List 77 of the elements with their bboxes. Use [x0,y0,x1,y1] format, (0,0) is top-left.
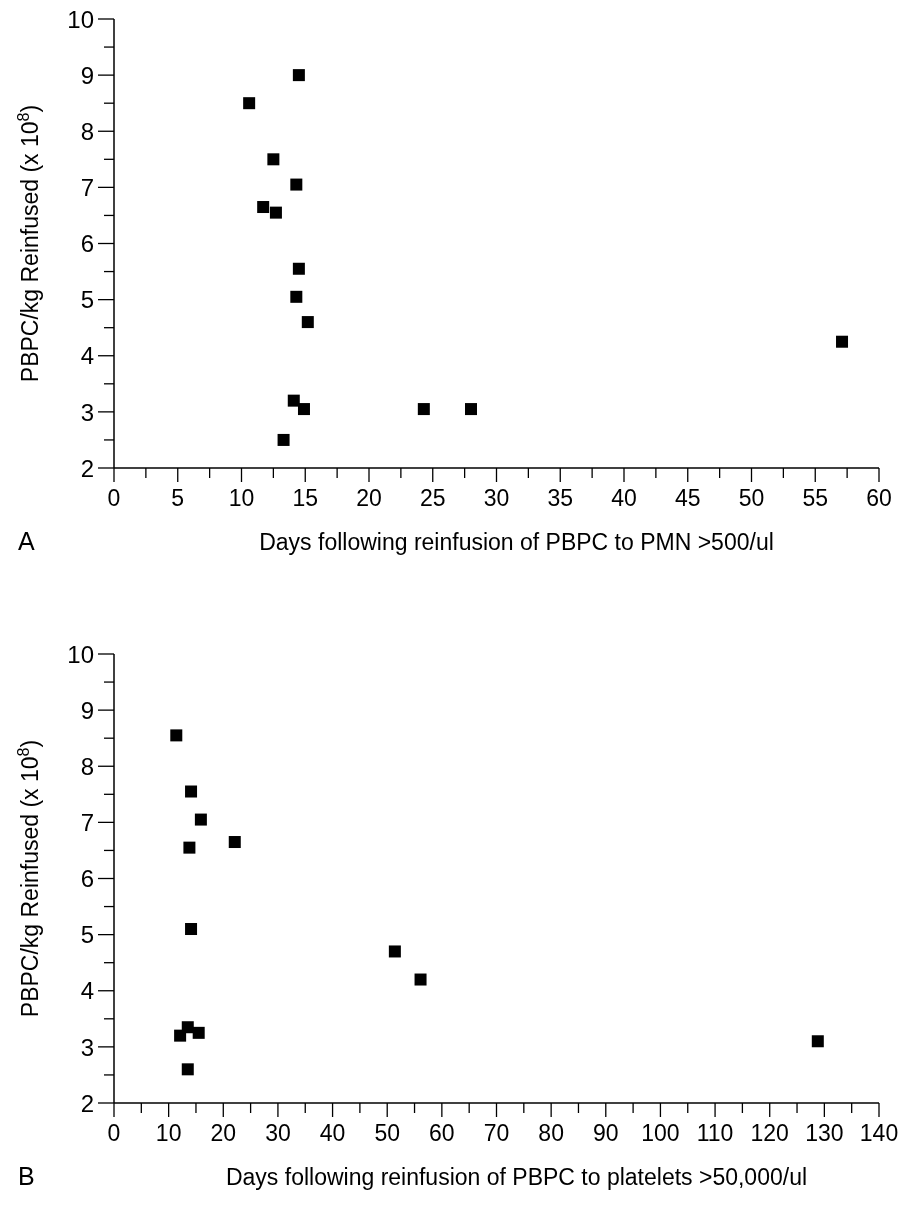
x-tick-label: 110 [696,1120,734,1146]
point [183,841,196,854]
x-tick-label: 120 [750,1120,789,1146]
x-tick-label: 5 [171,485,185,511]
x-tick-label: 60 [429,1120,455,1146]
x-axis-title: Days following reinfusion of PBPC to PMN >500/ul [259,529,774,555]
y-tick-label: 2 [80,1089,94,1117]
point [192,1026,205,1039]
point [297,403,310,416]
x-tick-label: 0 [107,485,121,511]
x-tick-label: 20 [356,485,382,511]
point [417,403,430,416]
y-tick-label: 3 [80,398,94,426]
point [301,316,314,329]
point [174,1029,187,1042]
y-tick-label: 4 [80,342,94,370]
point [194,813,207,826]
y-tick-label: 6 [80,230,94,258]
x-tick-label: 130 [805,1120,844,1146]
x-tick-label: 30 [483,485,510,511]
text: B [18,1162,35,1190]
y-tick-label: 2 [80,454,94,482]
x-tick-label: 90 [592,1120,619,1146]
point [277,433,290,446]
x-tick-label: 15 [292,485,319,511]
x-tick-label: 10 [155,1120,182,1146]
point [292,262,305,275]
point [228,836,241,849]
point [185,785,198,798]
x-tick-label: 50 [738,485,765,511]
y-tick-label: 9 [80,696,94,724]
point [414,973,427,986]
point [181,1063,194,1076]
y-tick-label: 4 [80,977,94,1005]
y-tick-label: 6 [80,865,94,893]
x-tick-label: 25 [419,485,446,511]
point [269,206,282,219]
y-tick-label: 3 [80,1033,94,1061]
x-tick-label: 80 [538,1120,564,1146]
y-tick-label: 5 [80,286,94,314]
x-tick-label: 20 [210,1120,237,1146]
point [811,1035,824,1048]
y-tick-label: 10 [67,5,94,33]
y-tick-label: 10 [67,640,94,668]
x-tick-label: 0 [107,1120,121,1146]
point [292,69,305,82]
x-tick-label: 70 [483,1120,510,1146]
point [836,335,849,348]
point [185,923,198,936]
x-tick-label: 100 [641,1120,680,1146]
point [267,153,280,166]
y-tick-label: 8 [80,117,94,145]
text: A [18,527,35,555]
x-tick-label: 55 [802,485,829,511]
x-tick-label: 50 [374,1120,401,1146]
x-tick-label: 40 [319,1120,346,1146]
x-tick-label: 35 [547,485,574,511]
y-tick-label: 8 [80,752,94,780]
x-tick-label: 45 [674,485,701,511]
point [287,394,300,407]
y-tick-label: 9 [80,61,94,89]
x-tick-label: 10 [228,485,255,511]
point [290,178,303,191]
point [257,201,270,214]
x-axis-title: Days following reinfusion of PBPC to platelets >50,000/ul [225,1164,808,1190]
point [290,290,303,303]
y-tick-label: 7 [80,809,94,837]
x-tick-label: 30 [265,1120,291,1146]
x-tick-label: 40 [611,485,637,511]
y-tick-label: 5 [80,921,94,949]
point [170,729,183,742]
y-tick-label: 7 [80,174,94,202]
point [243,97,256,110]
point [465,403,477,416]
x-tick-label: 60 [866,485,892,511]
point [388,945,401,958]
x-tick-label: 140 [859,1120,899,1146]
